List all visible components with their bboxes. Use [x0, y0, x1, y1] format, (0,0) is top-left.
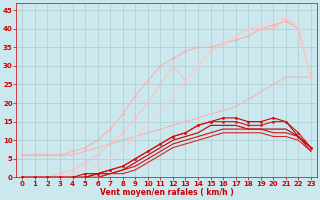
X-axis label: Vent moyen/en rafales ( km/h ): Vent moyen/en rafales ( km/h ): [100, 188, 234, 197]
